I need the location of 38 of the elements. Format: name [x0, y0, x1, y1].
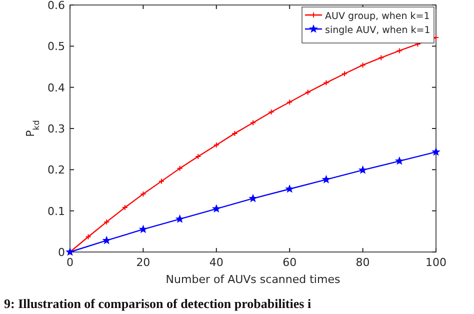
legend-label: AUV group, when k=1	[325, 11, 430, 22]
x-tick-label: 0	[66, 256, 74, 269]
point	[342, 70, 348, 77]
text: 9: Illustration of comparison of detection probabilities i	[4, 296, 312, 311]
y-tick-label: 0.6	[48, 0, 65, 12]
point	[158, 178, 164, 184]
point	[359, 166, 366, 174]
point	[212, 205, 220, 212]
point	[286, 99, 293, 106]
point	[176, 165, 183, 172]
point	[286, 185, 294, 192]
y-tick-label: 0.5	[48, 40, 65, 54]
point	[432, 148, 440, 156]
point	[323, 80, 330, 86]
x-axis-title: Number of AUVs scanned times	[166, 273, 340, 286]
point	[322, 176, 330, 183]
y-tick-label: 0.4	[48, 81, 65, 94]
x-tick-label: 80	[356, 256, 370, 269]
x-tick-label: 60	[282, 256, 297, 269]
point	[396, 157, 403, 164]
point	[140, 226, 147, 232]
y-tick-label: 0	[58, 246, 65, 259]
point	[85, 234, 92, 240]
y-tick-label: 0.2	[48, 164, 65, 177]
legend-label: single AUV, when k=1	[325, 25, 430, 36]
y-tick-label: 0.1	[48, 204, 65, 218]
y-tick-label: 0.3	[48, 122, 65, 136]
point	[378, 54, 384, 61]
x-tick-label: 100	[426, 256, 446, 269]
x-tick-label: 40	[209, 256, 224, 269]
point	[176, 215, 184, 222]
point	[250, 120, 256, 126]
point	[360, 62, 366, 68]
x-tick-label: 20	[136, 256, 150, 269]
point	[249, 194, 257, 202]
point	[304, 89, 311, 96]
point	[396, 48, 402, 54]
point	[103, 236, 110, 244]
